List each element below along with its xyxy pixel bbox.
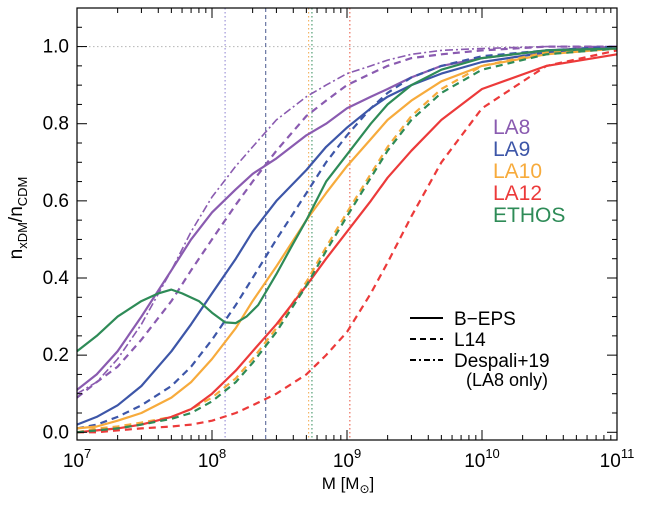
legend-label-dashed: L14 <box>454 330 486 351</box>
series-ethos-l14 <box>76 47 618 434</box>
x-axis-label-sun: ⊙ <box>359 482 369 496</box>
series-la9-b-eps <box>76 47 618 426</box>
y-label-sub2: CDM <box>15 177 30 207</box>
x-tick-label: 107 <box>63 446 91 472</box>
x-tick-exponent: 9 <box>354 446 361 461</box>
series-la12-b-eps <box>76 53 618 434</box>
series-la12-l14 <box>77 49 618 434</box>
style-legend-note: (LA8 only) <box>466 370 548 390</box>
y-tick-label: 0.8 <box>43 114 69 135</box>
series-la8-despali-19 <box>76 45 617 395</box>
y-tick-label: 0.2 <box>43 345 69 366</box>
x-tick-label: 1010 <box>464 446 500 472</box>
y-axis-label: nxDM/nCDM <box>6 177 30 260</box>
reference-lines <box>77 8 617 440</box>
x-tick-label: 108 <box>198 446 226 472</box>
legend-label-la8: LA8 <box>493 116 530 139</box>
legend-label-ethos: ETHOS <box>493 204 565 227</box>
y-tick-label: 0.6 <box>43 191 69 212</box>
series-la10-b-eps <box>76 47 618 430</box>
legend-label-solid: B−EPS <box>454 309 516 330</box>
x-tick-labels: 107 108 109 1010 1011 <box>63 446 635 472</box>
x-tick-exponent: 10 <box>485 446 499 461</box>
series-la8-b-eps <box>76 45 618 391</box>
x-axis-label: M [M⊙] <box>322 474 375 496</box>
x-axis-label-main: M [M <box>322 474 360 493</box>
x-axis-label-close: ] <box>370 474 375 493</box>
y-label-n1: n <box>6 249 27 260</box>
x-tick-label: 109 <box>333 446 361 472</box>
legend-label-la9: LA9 <box>493 138 530 161</box>
series-la8-l14 <box>76 45 617 399</box>
y-tick-label: 0.0 <box>43 422 69 443</box>
x-tick-base: 10 <box>198 451 219 472</box>
x-tick-exponent: 11 <box>621 446 635 461</box>
y-tick-labels: 0.0 0.2 0.4 0.6 0.8 1.0 <box>43 37 70 444</box>
legend-label-la12: LA12 <box>493 182 542 205</box>
axis-ticks <box>76 7 618 440</box>
legend-label-la10: LA10 <box>493 160 542 183</box>
series-lines <box>76 45 618 434</box>
y-tick-label: 1.0 <box>43 37 69 58</box>
x-tick-base: 10 <box>600 451 621 472</box>
series-la10-l14 <box>76 47 618 434</box>
series-la9-l14 <box>76 45 618 430</box>
y-label-n2: /n <box>6 206 27 222</box>
x-tick-exponent: 7 <box>84 446 91 461</box>
x-tick-base: 10 <box>63 451 84 472</box>
series-ethos-b-eps <box>76 47 618 353</box>
x-tick-exponent: 8 <box>219 446 226 461</box>
y-label-sub1: xDM <box>15 222 30 249</box>
y-tick-label: 0.4 <box>43 268 70 289</box>
x-tick-base: 10 <box>333 451 354 472</box>
x-tick-label: 1011 <box>600 446 635 472</box>
legend-label-dashdot: Despali+19 <box>454 351 550 372</box>
x-tick-base: 10 <box>464 451 485 472</box>
